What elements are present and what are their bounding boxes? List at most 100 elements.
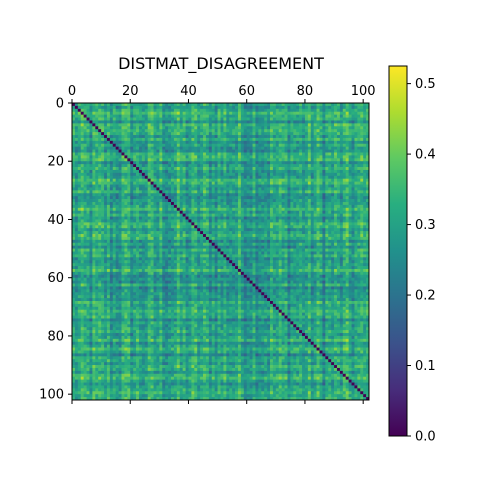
heatmap-cell bbox=[80, 234, 84, 238]
heatmap-cell bbox=[80, 231, 84, 235]
heatmap-cell bbox=[208, 152, 213, 156]
heatmap-cell bbox=[121, 108, 125, 113]
heatmap-cell bbox=[307, 219, 312, 223]
heatmap-cell bbox=[127, 117, 131, 121]
heatmap-cell bbox=[345, 181, 349, 185]
heatmap-cell bbox=[334, 242, 338, 247]
heatmap-cell bbox=[261, 178, 265, 182]
heatmap-cell bbox=[188, 120, 192, 124]
heatmap-cell bbox=[302, 149, 306, 153]
heatmap-cell bbox=[203, 190, 207, 194]
heatmap-cell bbox=[331, 137, 335, 142]
heatmap-cell bbox=[351, 196, 355, 200]
heatmap-cell bbox=[287, 158, 291, 162]
heatmap-cell bbox=[339, 236, 344, 241]
heatmap-cell bbox=[89, 219, 93, 223]
heatmap-cell bbox=[104, 169, 108, 174]
heatmap-cell bbox=[264, 137, 268, 142]
heatmap-cell bbox=[342, 242, 347, 247]
heatmap-cell bbox=[331, 111, 335, 115]
heatmap-cell bbox=[310, 216, 315, 220]
heatmap-cell bbox=[334, 219, 338, 223]
heatmap-cell bbox=[261, 242, 265, 247]
heatmap-cell bbox=[205, 204, 210, 209]
heatmap-cell bbox=[339, 242, 344, 247]
heatmap-cell bbox=[316, 149, 320, 153]
heatmap-cell bbox=[243, 129, 248, 133]
heatmap-cell bbox=[284, 155, 288, 159]
heatmap-cell bbox=[197, 152, 201, 156]
heatmap-cell bbox=[226, 178, 230, 182]
heatmap-cell bbox=[296, 140, 300, 145]
heatmap-cell bbox=[98, 190, 102, 194]
heatmap-cell bbox=[252, 169, 256, 174]
heatmap-cell bbox=[130, 135, 134, 139]
heatmap-cell bbox=[336, 172, 341, 177]
heatmap-cell bbox=[173, 149, 178, 153]
heatmap-cell bbox=[302, 190, 306, 194]
heatmap-cell bbox=[293, 126, 297, 130]
heatmap-cell bbox=[194, 135, 198, 139]
heatmap-cell bbox=[130, 146, 134, 150]
heatmap-cell bbox=[194, 143, 198, 148]
heatmap-cell bbox=[278, 129, 282, 133]
heatmap-cell bbox=[136, 178, 140, 182]
heatmap-cell bbox=[171, 181, 175, 185]
heatmap-cell bbox=[173, 175, 178, 180]
heatmap-cell bbox=[293, 105, 297, 110]
heatmap-cell bbox=[249, 193, 253, 197]
heatmap-cell bbox=[348, 155, 352, 159]
heatmap-cell bbox=[235, 140, 239, 145]
heatmap-cell bbox=[98, 242, 102, 247]
heatmap-cell bbox=[290, 146, 294, 150]
heatmap-cell bbox=[89, 135, 93, 139]
heatmap-cell bbox=[223, 137, 227, 142]
heatmap-cell bbox=[141, 184, 146, 188]
heatmap-cell bbox=[296, 216, 300, 220]
heatmap-cell bbox=[101, 202, 105, 206]
heatmap-cell bbox=[360, 181, 364, 185]
heatmap-cell bbox=[313, 117, 317, 121]
heatmap-cell bbox=[115, 152, 119, 156]
heatmap-cell bbox=[290, 149, 294, 153]
heatmap-cell bbox=[328, 234, 332, 238]
heatmap-cell bbox=[229, 242, 233, 247]
heatmap-cell bbox=[351, 146, 355, 150]
heatmap-cell bbox=[168, 204, 172, 209]
heatmap-cell bbox=[345, 187, 349, 191]
heatmap-cell bbox=[171, 204, 175, 209]
heatmap-cell bbox=[185, 199, 189, 203]
heatmap-cell bbox=[342, 135, 347, 139]
heatmap-cell bbox=[316, 164, 320, 168]
heatmap-cell bbox=[92, 132, 96, 136]
heatmap-cell bbox=[159, 228, 163, 232]
heatmap-cell bbox=[281, 187, 285, 191]
heatmap-cell bbox=[331, 140, 335, 145]
heatmap-cell bbox=[296, 152, 300, 156]
heatmap-cell bbox=[185, 228, 189, 232]
heatmap-cell bbox=[240, 164, 245, 168]
heatmap-cell bbox=[95, 120, 99, 124]
heatmap-cell bbox=[203, 140, 207, 145]
heatmap-cell bbox=[104, 236, 108, 241]
heatmap-cell bbox=[77, 152, 82, 156]
heatmap-cell bbox=[290, 184, 294, 188]
heatmap-cell bbox=[290, 105, 294, 110]
heatmap-cell bbox=[92, 169, 96, 174]
heatmap-cell bbox=[101, 231, 105, 235]
heatmap-cell bbox=[348, 242, 352, 247]
heatmap-cell bbox=[165, 172, 169, 177]
heatmap-cell bbox=[86, 108, 90, 113]
heatmap-cell bbox=[104, 181, 108, 185]
heatmap-cell bbox=[325, 117, 329, 121]
heatmap-cell bbox=[162, 199, 166, 203]
heatmap-cell bbox=[95, 105, 99, 110]
heatmap-cell bbox=[138, 199, 143, 203]
heatmap-cell bbox=[80, 207, 84, 212]
heatmap-cell bbox=[112, 132, 117, 136]
heatmap-cell bbox=[191, 222, 195, 226]
heatmap-cell bbox=[188, 184, 192, 188]
heatmap-cell bbox=[153, 137, 157, 142]
heatmap-cell bbox=[229, 196, 233, 200]
heatmap-cell bbox=[267, 239, 271, 244]
